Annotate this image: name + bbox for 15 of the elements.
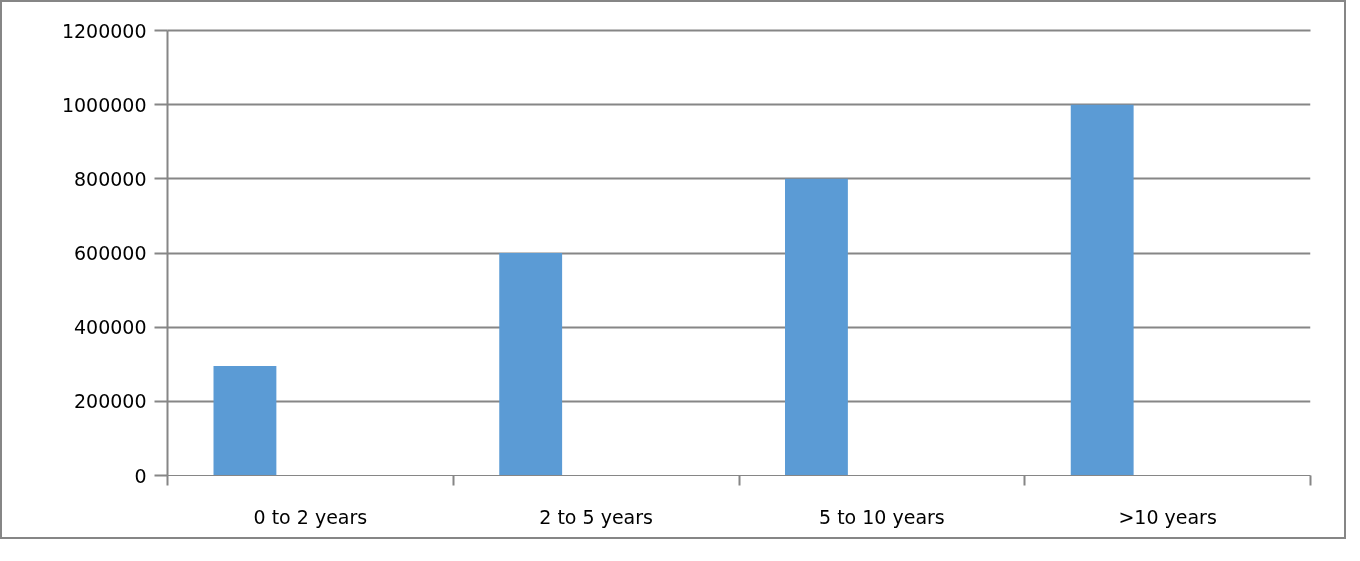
y-tick-label: 800000 — [73, 167, 147, 190]
y-tick-label: 1200000 — [61, 19, 147, 42]
x-tick-label: 0 to 2 years — [253, 505, 368, 528]
bar — [213, 366, 277, 476]
y-tick-label: 600000 — [73, 242, 147, 264]
y-tick-label: 200000 — [73, 390, 147, 413]
y-tick-label: 400000 — [73, 316, 147, 339]
x-tick-label: >10 years — [1118, 505, 1217, 528]
x-tick-label: 2 to 5 years — [539, 505, 653, 528]
x-tick-label: 5 to 10 years — [819, 505, 945, 528]
y-tick-label: 0 — [134, 464, 147, 487]
bar — [785, 178, 848, 476]
bar — [1070, 104, 1134, 476]
bar — [499, 253, 563, 476]
y-tick-label: 1000000 — [61, 93, 147, 116]
